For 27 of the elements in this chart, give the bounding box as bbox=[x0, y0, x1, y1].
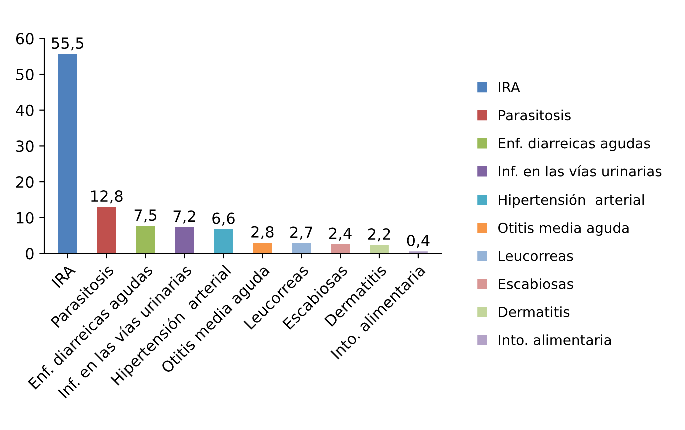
legend-label: Otitis media aguda bbox=[498, 222, 629, 236]
legend-label: Leucorreas bbox=[499, 251, 574, 262]
data-label: 2,2 bbox=[368, 228, 390, 242]
legend-label: Escabiosas bbox=[499, 278, 574, 290]
data-label: 7,5 bbox=[134, 210, 157, 223]
y-tick-label: 60 bbox=[16, 33, 34, 45]
y-tick-label: 20 bbox=[16, 176, 34, 188]
legend-label: Hipertensión arterial bbox=[499, 194, 644, 208]
data-label: 2,7 bbox=[290, 226, 312, 240]
legend-label: IRA bbox=[499, 82, 520, 92]
y-tick-label: 40 bbox=[16, 104, 34, 116]
data-label: 12,8 bbox=[92, 190, 123, 204]
y-tick-label: 50 bbox=[16, 69, 34, 81]
y-tick-label: 0 bbox=[26, 248, 34, 260]
data-label: 0,4 bbox=[407, 234, 430, 248]
data-label: 2,8 bbox=[252, 226, 274, 240]
y-tick-label: 10 bbox=[17, 212, 34, 224]
legend-label: Inf. en las vías urinarias bbox=[499, 165, 662, 177]
legend-label: Into. alimentaria bbox=[499, 334, 612, 346]
data-label: 2,4 bbox=[330, 228, 352, 241]
data-label: 6,6 bbox=[212, 212, 235, 226]
legend-label: Dermatitis bbox=[499, 306, 570, 318]
data-label: 55,5 bbox=[52, 38, 84, 51]
legend-label: Parasitosis bbox=[499, 110, 571, 121]
data-label: 7,2 bbox=[174, 210, 196, 224]
legend-label: Enf. diarreicas agudas bbox=[499, 138, 650, 152]
y-tick-label: 30 bbox=[16, 140, 34, 152]
